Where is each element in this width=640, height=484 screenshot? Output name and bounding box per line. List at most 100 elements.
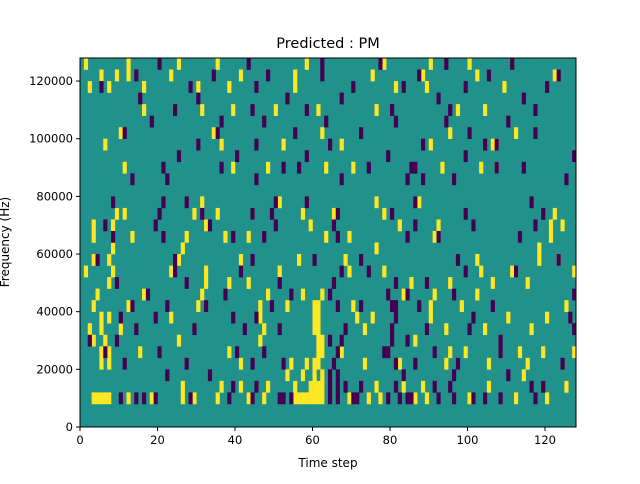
- heatmap-cell-low: [188, 392, 193, 405]
- heatmap-cell-low: [219, 161, 224, 174]
- heatmap-cell-high: [316, 311, 321, 324]
- heatmap-cell-high: [300, 207, 306, 220]
- heatmap-cell-low: [568, 311, 573, 324]
- heatmap-cell-low: [204, 300, 209, 312]
- heatmap-cell-low: [343, 323, 348, 336]
- heatmap-cell-high: [440, 161, 445, 174]
- heatmap-cell-high: [320, 288, 325, 301]
- heatmap-cell-high: [339, 346, 344, 359]
- heatmap-cell-low: [386, 150, 391, 163]
- heatmap-cell-high: [266, 288, 271, 301]
- heatmap-cell-low: [572, 150, 577, 163]
- heatmap-cell-low: [331, 357, 337, 370]
- heatmap-cell-high: [421, 380, 426, 393]
- heatmap-cell-low: [463, 207, 468, 220]
- heatmap-cell-low: [157, 346, 162, 359]
- y-axis-label: Frequency (Hz): [0, 197, 12, 288]
- heatmap-cell-low: [339, 265, 344, 278]
- heatmap-cell-low: [405, 334, 410, 347]
- heatmap-cell-low: [393, 357, 399, 370]
- heatmap-cell-low: [386, 392, 391, 405]
- heatmap-cell-low: [335, 392, 340, 405]
- heatmap-cell-high: [324, 161, 329, 174]
- heatmap-cell-high: [572, 346, 577, 359]
- heatmap-cell-low: [436, 230, 441, 243]
- heatmap-cell-low: [95, 254, 100, 266]
- heatmap-cell-low: [393, 380, 399, 393]
- heatmap-cell-high: [304, 392, 309, 405]
- heatmap-cell-high: [413, 334, 418, 347]
- heatmap-cell-low: [250, 254, 255, 266]
- heatmap-cell-low: [490, 300, 495, 312]
- heatmap-cell-high: [490, 138, 495, 151]
- heatmap-cell-high: [304, 58, 309, 70]
- heatmap-cell-high: [300, 288, 306, 301]
- heatmap-cell-high: [308, 380, 313, 393]
- heatmap-cell-low: [335, 346, 340, 359]
- heatmap-cell-low: [436, 392, 441, 405]
- heatmap-cell-high: [200, 104, 205, 116]
- heatmap-cell-high: [374, 104, 379, 116]
- heatmap-cell-low: [231, 380, 236, 393]
- heatmap-cell-high: [448, 346, 453, 359]
- heatmap-cell-high: [370, 69, 375, 82]
- heatmap-cell-high: [374, 196, 379, 209]
- heatmap-cell-high: [293, 69, 298, 82]
- heatmap-cell-high: [459, 300, 464, 312]
- heatmap-cell-high: [126, 392, 131, 405]
- heatmap-cell-low: [242, 323, 247, 336]
- heatmap-cell-low: [328, 369, 333, 382]
- heatmap-cell-low: [138, 92, 143, 105]
- heatmap-cell-low: [134, 392, 139, 405]
- heatmap-cell-low: [231, 230, 236, 243]
- heatmap-cell-high: [285, 300, 290, 312]
- heatmap-cell-low: [421, 173, 426, 186]
- heatmap-cell-high: [215, 58, 220, 70]
- heatmap-cell-low: [277, 392, 282, 405]
- heatmap-cell-low: [114, 277, 120, 289]
- heatmap-cell-high: [149, 392, 154, 405]
- heatmap-cell-low: [289, 392, 294, 405]
- heatmap-cell-low: [207, 369, 213, 382]
- heatmap-cell-low: [184, 277, 189, 289]
- heatmap-cell-low: [359, 380, 364, 393]
- heatmap-cell-low: [498, 392, 503, 405]
- x-tick-label: 60: [305, 433, 320, 447]
- heatmap-cell-high: [258, 300, 263, 312]
- heatmap-cell-high: [475, 254, 480, 266]
- heatmap-cell-high: [246, 392, 251, 405]
- heatmap-cell-high: [564, 300, 569, 312]
- heatmap-cell-low: [401, 369, 406, 382]
- heatmap-cell-high: [83, 58, 89, 70]
- heatmap-cell-low: [517, 230, 523, 243]
- heatmap-cell-high: [320, 392, 325, 405]
- heatmap-cell-low: [514, 265, 519, 278]
- heatmap-cell-high: [564, 380, 569, 393]
- heatmap-cell-low: [184, 357, 189, 370]
- heatmap-cell-high: [401, 380, 406, 393]
- heatmap-cell-high: [91, 392, 96, 405]
- heatmap-cell-low: [304, 196, 309, 209]
- heatmap-cell-low: [390, 323, 395, 336]
- heatmap-cell-low: [273, 196, 278, 209]
- heatmap-cell-low: [359, 254, 364, 266]
- heatmap-cell-low: [386, 288, 391, 301]
- heatmap-cell-low: [467, 127, 472, 140]
- heatmap-cell-low: [320, 58, 325, 70]
- chart-title: Predicted : PM: [276, 36, 379, 52]
- x-tick-label: 0: [76, 433, 83, 447]
- heatmap-cell-high: [436, 219, 441, 232]
- heatmap-cell-high: [111, 219, 116, 232]
- heatmap-cell-low: [498, 334, 503, 347]
- heatmap-cell-low: [111, 230, 116, 243]
- heatmap-cell-high: [347, 265, 352, 278]
- heatmap-cell-low: [471, 392, 476, 405]
- heatmap-cell-high: [312, 323, 317, 336]
- heatmap-cell-low: [200, 207, 205, 220]
- heatmap-cell-high: [401, 288, 406, 301]
- heatmap-cell-low: [281, 357, 286, 370]
- heatmap-cell-low: [390, 334, 395, 347]
- heatmap-cell-low: [118, 311, 123, 324]
- heatmap-cell-low: [277, 323, 282, 336]
- heatmap-cell-high: [277, 196, 282, 209]
